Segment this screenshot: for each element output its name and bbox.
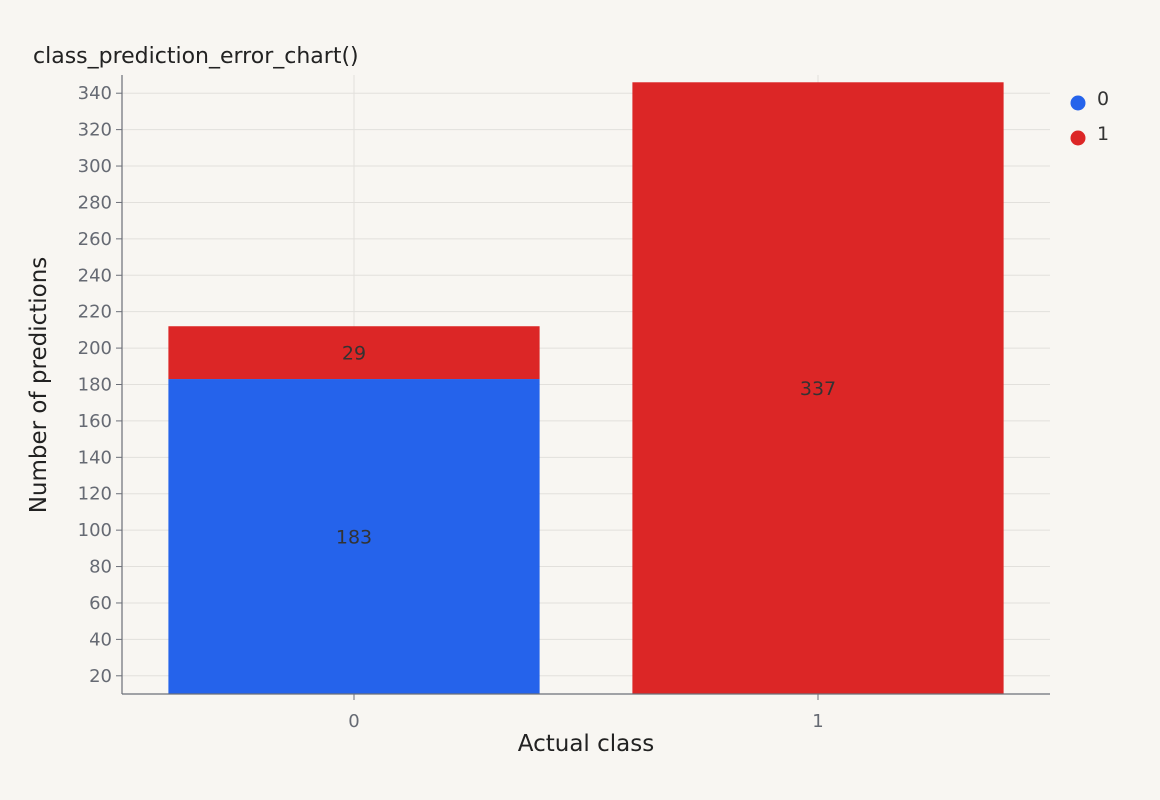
y-tick-label: 40 <box>89 629 112 650</box>
data-label-class-0-series-1: 29 <box>342 343 366 365</box>
y-tick-label: 140 <box>78 447 112 468</box>
y-tick-label: 280 <box>78 192 112 213</box>
legend-marker-0 <box>1070 95 1086 111</box>
legend: 01 <box>1070 88 1109 146</box>
y-tick-label: 60 <box>89 593 112 614</box>
y-axis-title: Number of predictions <box>26 257 52 514</box>
legend-label-1: 1 <box>1097 123 1109 145</box>
legend-label-0: 0 <box>1097 88 1109 110</box>
data-label-class-0-series-0: 183 <box>336 527 372 549</box>
y-tick-label: 160 <box>78 411 112 432</box>
bars-layer <box>168 82 1004 695</box>
y-tick-label: 340 <box>78 83 112 104</box>
y-tick-label: 320 <box>78 120 112 141</box>
x-tick-label: 1 <box>812 711 823 732</box>
y-tick-label: 220 <box>78 302 112 323</box>
axes-layer: 20 40 60 80 100 120 140 160 180 200 220 240 260 280 30… <box>78 75 1050 732</box>
y-tick-label: 300 <box>78 156 112 177</box>
y-tick-label: 240 <box>78 265 112 286</box>
y-tick-label: 20 <box>89 666 112 687</box>
y-tick-label: 180 <box>78 375 112 396</box>
labels-layer: 183 29 337 <box>336 343 836 549</box>
x-tick-label: 0 <box>348 711 359 732</box>
y-tick-label: 200 <box>78 338 112 359</box>
legend-marker-1 <box>1070 130 1086 146</box>
y-tick-label: 100 <box>78 520 112 541</box>
y-tick-label: 80 <box>89 557 112 578</box>
x-axis-title: Actual class <box>518 731 654 757</box>
bar-class-1-series-1 <box>632 82 1004 695</box>
bar-class-0-series-1 <box>168 326 540 380</box>
bar-class-0-series-0 <box>168 379 540 694</box>
y-tick-label: 120 <box>78 484 112 505</box>
chart-title: class_prediction_error_chart() <box>33 44 359 69</box>
data-label-class-1-series-1: 337 <box>800 378 836 400</box>
y-tick-label: 260 <box>78 229 112 250</box>
